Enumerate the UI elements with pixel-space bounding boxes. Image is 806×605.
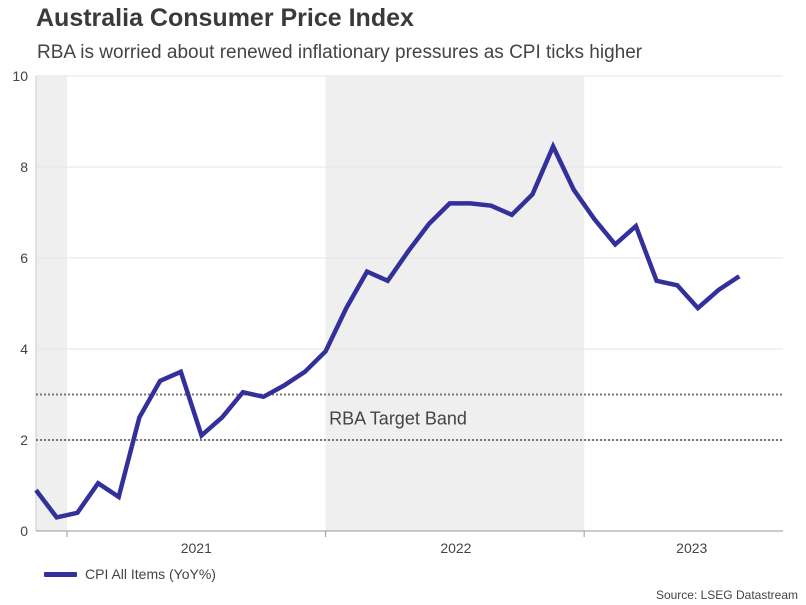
- chart-legend: CPI All Items (YoY%): [44, 566, 216, 582]
- target-band-label: RBA Target Band: [329, 408, 467, 428]
- x-year-label-2021: 2021: [181, 540, 212, 556]
- y-tick-label-6: 6: [20, 250, 28, 266]
- y-tick-label-2: 2: [20, 432, 28, 448]
- y-tick-label-4: 4: [20, 341, 28, 357]
- shaded-period-1: [325, 76, 585, 531]
- legend-swatch: [44, 571, 77, 577]
- chart-subtitle: RBA is worried about renewed inflationar…: [37, 42, 643, 63]
- x-year-label-2023: 2023: [676, 540, 707, 556]
- y-tick-label-0: 0: [20, 523, 28, 539]
- legend-label: CPI All Items (YoY%): [85, 566, 216, 582]
- chart-title: Australia Consumer Price Index: [36, 4, 414, 32]
- shaded-period-0: [36, 76, 68, 531]
- y-tick-label-8: 8: [20, 159, 28, 175]
- cpi-line-chart: 0 2 4 6 8 10 2021 2022 2023 RBA Target Band: [12, 68, 783, 556]
- source-note: Source: LSEG Datastream: [655, 588, 798, 602]
- y-tick-label-10: 10: [12, 68, 28, 84]
- x-year-label-2022: 2022: [440, 540, 471, 556]
